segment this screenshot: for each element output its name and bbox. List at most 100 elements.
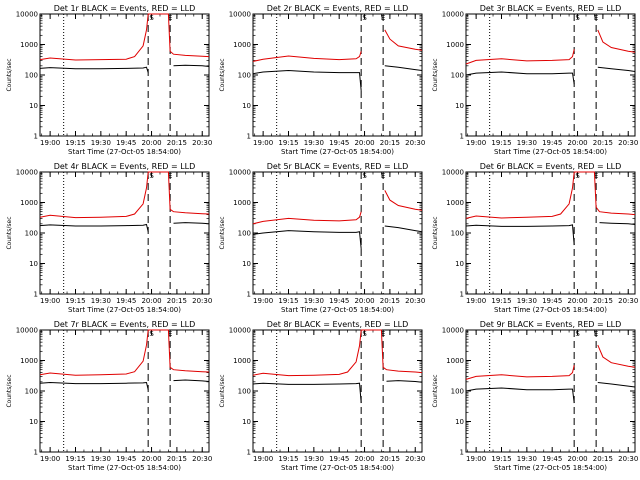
y-tick-label: 10000 <box>16 169 38 177</box>
x-axis-label: Start Time (27-Oct-05 18:54:00) <box>281 148 394 156</box>
y-tick-label: 10000 <box>442 169 464 177</box>
y-tick-label: 1 <box>34 449 38 457</box>
x-tick-label: 20:00 <box>567 455 587 463</box>
series-lld-line <box>465 29 636 65</box>
series-lld-line <box>39 329 210 376</box>
x-tick-label: 19:30 <box>517 139 537 147</box>
series-lld-line <box>252 329 423 377</box>
chart-title: Det 9r BLACK = Events, RED = LLD <box>480 320 622 329</box>
y-tick-label: 1000 <box>446 199 464 207</box>
x-tick-label: 20:00 <box>141 297 161 305</box>
x-axis-label: Start Time (27-Oct-05 18:54:00) <box>281 464 394 472</box>
series-events-line <box>252 65 423 91</box>
annotation-S: S <box>575 14 580 22</box>
x-tick-label: 20:15 <box>380 455 400 463</box>
y-tick-label: 1 <box>247 449 251 457</box>
series-events-line <box>252 225 423 249</box>
series-events-line <box>465 222 636 246</box>
y-tick-label: 10000 <box>16 11 38 19</box>
y-tick-label: 100 <box>25 230 38 238</box>
y-tick-label: 10 <box>455 102 464 110</box>
y-axis-label: Counts/sec <box>432 216 439 249</box>
x-tick-label: 19:30 <box>304 297 324 305</box>
y-tick-label: 1 <box>460 449 464 457</box>
y-tick-label: 1 <box>460 133 464 141</box>
x-tick-label: 20:15 <box>167 297 187 305</box>
y-axis-label: Counts/sec <box>432 58 439 91</box>
x-tick-label: 20:30 <box>192 139 212 147</box>
x-axis-label: Start Time (27-Oct-05 18:54:00) <box>494 148 607 156</box>
x-tick-label: 20:15 <box>167 455 187 463</box>
series-lld-line <box>465 344 636 380</box>
y-tick-label: 1 <box>34 291 38 299</box>
y-tick-label: 1000 <box>20 199 38 207</box>
x-tick-label: 20:15 <box>593 139 613 147</box>
y-tick-label: 100 <box>238 72 251 80</box>
chart-panel: Det 3r BLACK = Events, RED = LLD 1 10 100 10… <box>432 4 638 156</box>
x-tick-label: 20:30 <box>192 455 212 463</box>
series-events-line <box>39 222 210 232</box>
x-tick-label: 19:30 <box>304 455 324 463</box>
series-events-line <box>252 380 423 404</box>
y-axis-label: Counts/sec <box>219 374 226 407</box>
y-tick-label: 100 <box>238 388 251 396</box>
chart-title: Det 1r BLACK = Events, RED = LLD <box>54 4 196 13</box>
x-tick-label: 20:15 <box>380 139 400 147</box>
chart-title: Det 2r BLACK = Events, RED = LLD <box>267 4 409 13</box>
x-tick-label: 20:30 <box>405 297 425 305</box>
y-tick-label: 10 <box>29 102 38 110</box>
y-tick-label: 1000 <box>446 357 464 365</box>
chart-title: Det 8r BLACK = Events, RED = LLD <box>267 320 409 329</box>
chart-panel: Det 5r BLACK = Events, RED = LLD 1 10 100 10… <box>219 162 425 314</box>
x-tick-label: 19:45 <box>542 297 562 305</box>
x-tick-label: 20:00 <box>354 297 374 305</box>
annotation-S: S <box>149 330 154 338</box>
x-tick-label: 20:30 <box>192 297 212 305</box>
x-tick-label: 19:30 <box>304 139 324 147</box>
y-tick-label: 100 <box>451 72 464 80</box>
y-axis-label: Counts/sec <box>219 58 226 91</box>
y-axis-label: Counts/sec <box>219 216 226 249</box>
x-tick-label: 19:45 <box>116 455 136 463</box>
chart-panel: Det 9r BLACK = Events, RED = LLD 1 10 100 10… <box>432 320 638 472</box>
chart-title: Det 7r BLACK = Events, RED = LLD <box>54 320 196 329</box>
x-tick-label: 19:00 <box>40 297 60 305</box>
plot-frame <box>252 171 423 295</box>
x-tick-label: 19:15 <box>278 455 298 463</box>
annotation-E: E <box>594 14 598 22</box>
chart-panel: Det 2r BLACK = Events, RED = LLD 1 10 100 10… <box>219 4 425 156</box>
annotation-S: S <box>362 14 367 22</box>
y-tick-label: 100 <box>451 388 464 396</box>
chart-panel: Det 4r BLACK = Events, RED = LLD 1 10 100 10… <box>6 162 212 314</box>
y-tick-label: 10 <box>455 418 464 426</box>
x-axis-label: Start Time (27-Oct-05 18:54:00) <box>494 306 607 314</box>
x-tick-label: 19:30 <box>91 297 111 305</box>
x-tick-label: 20:30 <box>618 455 638 463</box>
x-tick-label: 19:00 <box>466 297 486 305</box>
y-tick-label: 1 <box>247 291 251 299</box>
x-tick-label: 19:45 <box>542 139 562 147</box>
x-axis-label: Start Time (27-Oct-05 18:54:00) <box>68 148 181 156</box>
y-tick-label: 10000 <box>16 327 38 335</box>
y-tick-label: 10 <box>242 102 251 110</box>
x-tick-label: 19:15 <box>491 297 511 305</box>
x-tick-label: 20:30 <box>618 139 638 147</box>
y-tick-label: 100 <box>25 388 38 396</box>
series-events-line <box>465 382 636 404</box>
x-tick-label: 19:00 <box>253 455 273 463</box>
x-tick-label: 20:15 <box>380 297 400 305</box>
x-tick-label: 20:00 <box>567 139 587 147</box>
annotation-E: E <box>168 330 172 338</box>
plot-frame <box>252 329 423 453</box>
y-tick-label: 10 <box>455 260 464 268</box>
annotation-S: S <box>362 330 367 338</box>
x-tick-label: 19:00 <box>253 139 273 147</box>
y-tick-label: 1 <box>460 291 464 299</box>
x-tick-label: 19:15 <box>491 455 511 463</box>
plot-frame <box>252 13 423 137</box>
x-tick-label: 20:00 <box>141 455 161 463</box>
x-tick-label: 20:15 <box>167 139 187 147</box>
annotation-E: E <box>381 330 385 338</box>
